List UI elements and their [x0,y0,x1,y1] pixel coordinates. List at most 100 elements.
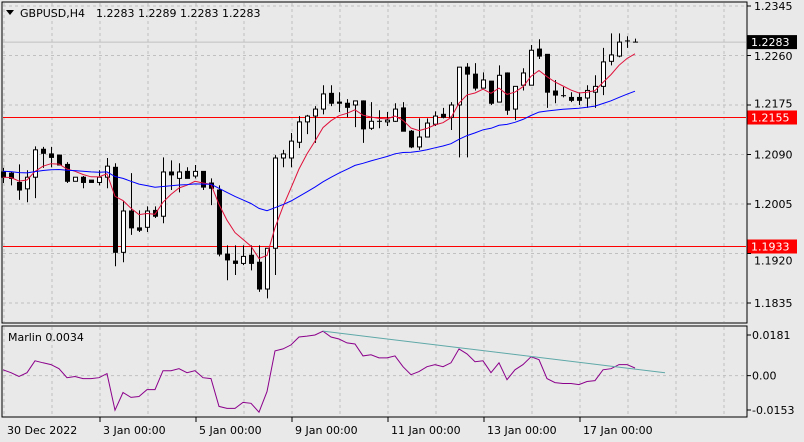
candle-body-bull [161,171,166,217]
candle-body-bear [41,148,46,154]
candle-body-bull [425,122,430,138]
candle-body-bull [433,115,438,125]
candle [73,176,78,182]
candle [81,176,86,189]
candle-body-bull [265,247,270,290]
moving-averages [2,53,636,260]
candle-body-bear [537,48,542,57]
candle-body-bear [137,227,142,231]
candle-body-bear [129,210,134,229]
candle [313,106,318,143]
candle [601,47,606,96]
candle [33,146,38,199]
candle-body-bear [201,170,206,188]
candle-body-bull [241,255,246,264]
candle-body-bull [593,85,598,93]
candle [345,99,350,118]
price-tick-label: 1.1920 [754,255,793,268]
candle [353,100,358,128]
time-label: 9 Jan 00:00 [295,424,358,437]
price-tick-label: 1.1835 [754,297,793,310]
candle [465,63,470,158]
candle-body-bull [33,149,38,178]
candle-body-bear [113,166,118,253]
candle-body-bear [337,101,342,104]
ohlc-readout: 1.2283 1.2289 1.2283 1.2283 [96,7,260,20]
indicator-trendline[interactable] [322,330,666,374]
candle-body-bull [601,61,606,87]
horizontal-levels[interactable]: 1.2283 1.2155 1.1933 [3,35,797,254]
candle [25,170,30,203]
candle [145,206,150,232]
triangle-down-icon[interactable] [6,10,14,15]
candle [129,173,134,235]
candle [321,85,326,115]
candle-body-bull [145,210,150,228]
price-tick-label: 1.2175 [754,98,793,111]
time-label: 5 Jan 00:00 [199,424,262,437]
candle [553,79,558,104]
indicator-tick-label: 0.00 [752,370,777,383]
candle-body-bear [89,179,94,183]
candle-body-bull [393,108,398,122]
candle [369,102,374,131]
time-label: 11 Jan 00:00 [391,424,461,437]
candle-body-bear [441,113,446,118]
candle [57,154,62,166]
candle [617,33,622,58]
time-label: 17 Jan 00:00 [583,424,653,437]
candle [569,92,574,103]
candle-body-bull [585,89,590,99]
candle-body-bull [513,85,518,110]
candle [169,160,174,191]
level-price-label: 1.2155 [751,112,790,125]
candle [241,245,246,266]
candle [593,75,598,108]
indicator-label: Marlin 0.0034 [8,331,84,344]
candle-body-bear [505,72,510,111]
candle [433,111,438,126]
candle-body-bear [57,154,62,166]
candle [273,155,278,276]
candle [409,130,414,149]
candle-body-bear [9,172,14,179]
candle [89,179,94,183]
candle-body-bull [617,41,622,57]
candle-body-bull [457,66,462,106]
candle-body-bull [449,104,454,118]
candle-body-bear [225,253,230,261]
candle [417,118,422,150]
candle [305,114,310,135]
candle-body-bull [25,176,30,190]
candle-body-bear [569,96,574,101]
candle [337,92,342,112]
candle [193,164,198,179]
price-tick-label: 1.2345 [754,0,793,13]
candle-body-bear [185,170,190,179]
symbol-timeframe: GBPUSD,H4 [20,7,85,20]
candle [585,85,590,108]
candle-body-bull [281,153,286,159]
candle-body-bull [321,93,326,110]
price-axis: 1.2345 1.2260 1.2175 1.2090 1.2005 1.1920 1.18… [747,0,793,310]
candle [121,201,126,263]
candle [625,36,630,48]
candle-body-bear [465,66,470,75]
price-tick-label: 1.2090 [754,149,793,162]
candle-body-bull [313,108,318,117]
candle-body-bull [121,210,126,253]
candle-body-bear [545,53,550,93]
candle-body-bear [577,96,582,101]
level-price-badge [747,239,797,254]
candle [137,210,142,232]
candle [329,85,334,107]
candle-body-bull [521,72,526,86]
candle [545,53,550,108]
indicator-axis: 0.0181 0.00 -0.0153 [747,329,794,417]
candle-body-bull [273,157,278,249]
candle [249,245,254,271]
candle-body-bull [529,49,534,86]
candle-body-bear [233,260,238,264]
slow-ma-line [2,90,636,212]
